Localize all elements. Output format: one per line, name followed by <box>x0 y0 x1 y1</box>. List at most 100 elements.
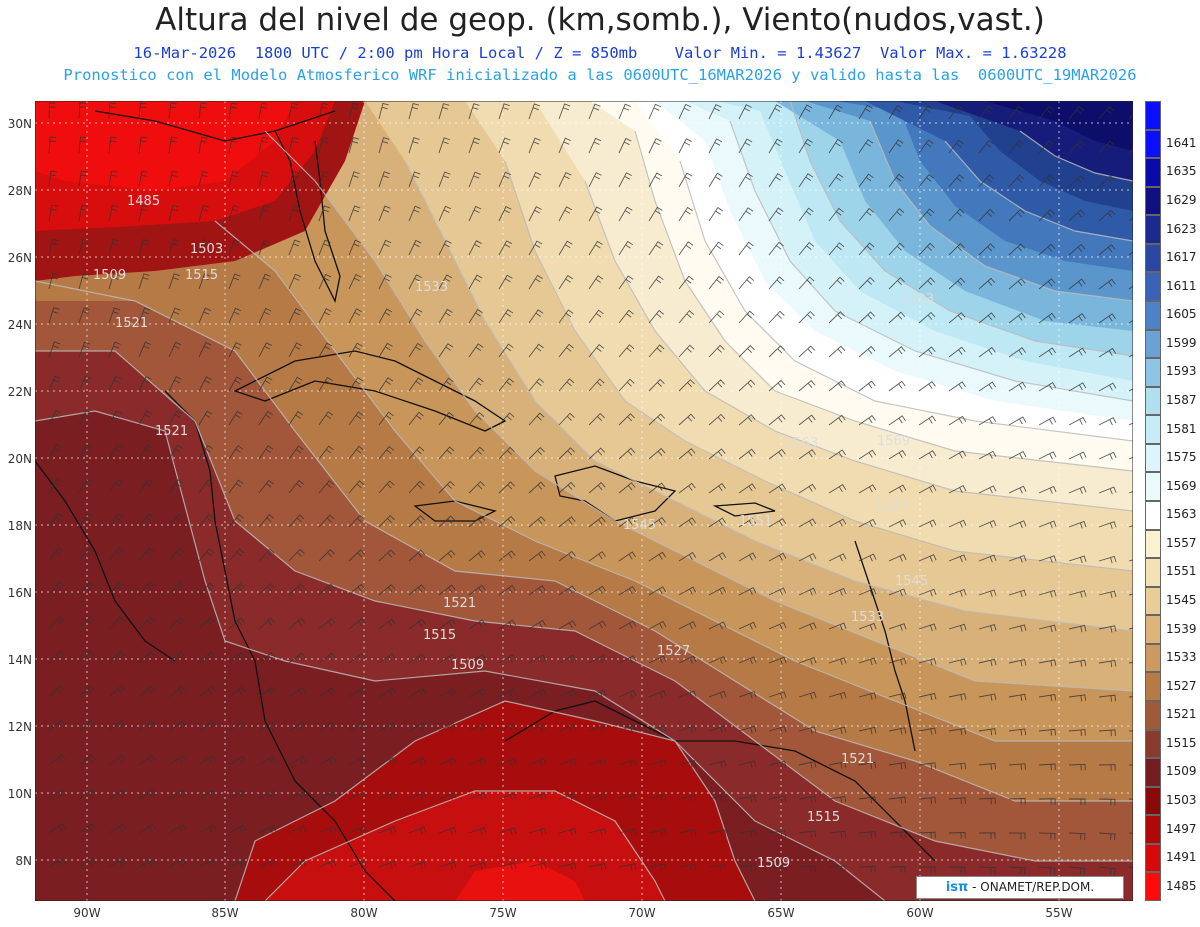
wind-barb <box>708 310 725 324</box>
wind-barb <box>858 415 876 426</box>
wind-barb <box>48 650 65 664</box>
wind-barb <box>1008 624 1027 632</box>
wind-barb <box>858 622 877 631</box>
wind-barb <box>738 241 754 256</box>
wind-barb <box>918 380 936 392</box>
wind-barb <box>468 308 483 324</box>
wind-barb <box>678 482 696 494</box>
wind-barb <box>978 312 996 324</box>
wind-barb <box>108 823 127 834</box>
wind-barb <box>588 863 607 871</box>
wind-barb <box>828 796 847 804</box>
map-subtitle-valid-time: 16-Mar-2026 1800 UTC / 2:00 pm Hora Loca… <box>133 44 1067 62</box>
wind-barb <box>678 655 697 664</box>
wind-barb <box>318 583 336 596</box>
wind-barb <box>828 865 846 873</box>
wind-barb <box>1038 451 1057 460</box>
wind-barb <box>1008 832 1026 840</box>
wind-barb <box>468 171 481 188</box>
wind-barb <box>228 513 245 528</box>
wind-barb <box>498 688 517 698</box>
wind-barb <box>78 444 93 460</box>
wind-barb <box>978 139 994 154</box>
wind-barb <box>678 206 693 222</box>
color-scale-label: 1515 <box>1166 735 1197 750</box>
wind-barb <box>858 207 875 222</box>
wind-barb <box>1098 764 1116 771</box>
wind-barb <box>978 866 996 874</box>
wind-barb <box>648 206 663 222</box>
wind-barb <box>948 312 966 324</box>
contour-label: 1545 <box>895 574 928 589</box>
wind-barb <box>138 582 155 596</box>
color-scale-label: 1581 <box>1166 421 1197 436</box>
wind-barb <box>168 547 185 562</box>
wind-barb <box>348 273 362 290</box>
wind-barb <box>888 380 906 392</box>
wind-barb <box>828 691 847 700</box>
wind-barb <box>978 519 997 528</box>
wind-barb <box>408 239 422 256</box>
wind-barb <box>138 824 157 834</box>
wind-barb <box>138 410 153 426</box>
wind-barb <box>858 484 877 494</box>
color-scale-label: 1617 <box>1166 250 1197 265</box>
wind-barb <box>48 616 65 630</box>
wind-barb <box>768 552 787 562</box>
geopotential-wind-map: 1485 1503 1509 1515 1521 1521 1521 1515 … <box>35 101 1133 901</box>
wind-barb <box>648 759 667 768</box>
wind-barb <box>978 277 996 290</box>
contour-label: 1527 <box>657 644 690 659</box>
wind-barb <box>498 481 516 494</box>
wind-barb <box>738 104 752 120</box>
wind-barb <box>48 272 59 290</box>
wind-barb <box>378 549 396 562</box>
wind-barb <box>258 548 275 562</box>
wind-barb <box>558 103 571 120</box>
wind-barb <box>108 685 126 698</box>
wind-barb <box>558 620 577 630</box>
wind-barb <box>228 342 242 358</box>
wind-barb <box>1038 105 1054 120</box>
wind-barb <box>1038 520 1057 529</box>
wind-barb <box>258 755 277 766</box>
contour-label: 1515 <box>807 810 840 825</box>
wind-barb <box>708 207 724 222</box>
wind-barb <box>348 342 363 358</box>
wind-barb <box>228 273 241 290</box>
wind-barb <box>318 205 331 222</box>
wind-barb <box>678 379 695 392</box>
wind-barb <box>48 581 64 596</box>
wind-barb <box>318 445 334 460</box>
wind-barb <box>678 103 692 120</box>
wind-barb <box>378 239 392 256</box>
wind-barb <box>1068 624 1087 633</box>
wind-barb <box>828 483 847 494</box>
wind-barb <box>648 655 667 664</box>
wind-barb <box>888 519 907 528</box>
wind-barb <box>138 204 149 222</box>
wind-barb <box>948 589 967 597</box>
wind-barb <box>438 446 455 460</box>
wind-barb <box>258 859 277 868</box>
wind-barb <box>678 241 694 256</box>
wind-barb <box>588 172 602 188</box>
wind-barb <box>108 410 122 426</box>
wind-barb <box>828 311 845 324</box>
wind-barb <box>828 104 843 120</box>
wind-barb <box>288 445 304 460</box>
wind-barb <box>918 692 937 701</box>
wind-barb <box>78 238 89 256</box>
wind-barb <box>1068 694 1087 702</box>
wind-barb <box>918 762 937 770</box>
wind-barb <box>288 136 299 154</box>
wind-barb <box>1068 763 1086 771</box>
wind-barb <box>318 102 329 120</box>
wind-barb <box>78 513 94 528</box>
wind-barb <box>138 789 157 800</box>
wind-barb <box>408 480 425 494</box>
wind-barb <box>168 273 181 290</box>
wind-barb <box>888 449 907 460</box>
wind-barb <box>528 654 547 664</box>
wind-barb <box>858 761 877 769</box>
